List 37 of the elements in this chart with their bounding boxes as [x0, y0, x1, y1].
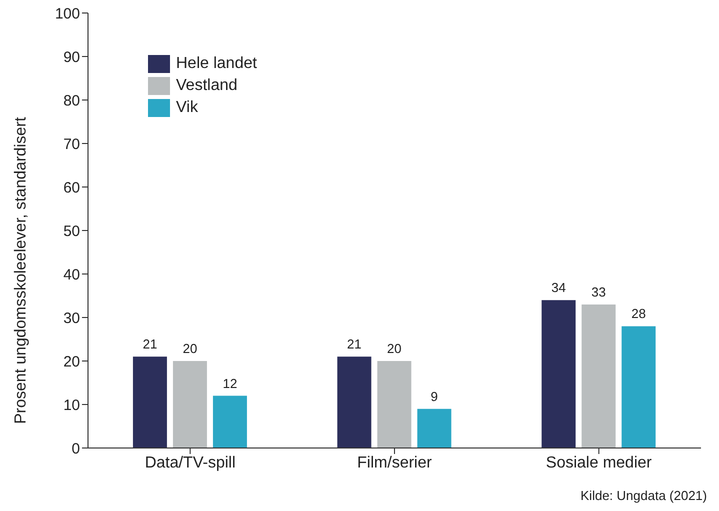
- y-tick-label: 100: [54, 5, 80, 22]
- bar: [582, 304, 616, 448]
- data-label: 9: [430, 388, 438, 404]
- bar: [542, 300, 576, 448]
- data-label: 20: [182, 341, 198, 356]
- data-label: 12: [222, 376, 238, 391]
- bar: [337, 356, 372, 448]
- data-label: 20: [387, 341, 402, 356]
- legend-label: Vestland: [176, 77, 238, 95]
- y-tick-label: 30: [63, 310, 80, 327]
- bar: [172, 361, 207, 448]
- y-tick-label: 70: [63, 136, 80, 153]
- y-tick-label: 0: [72, 440, 80, 458]
- data-label: 21: [347, 336, 362, 352]
- bar: [132, 356, 167, 448]
- y-tick-label: 90: [63, 48, 80, 66]
- y-tick-label: 50: [63, 222, 80, 240]
- legend-label: Hele landet: [176, 55, 257, 73]
- y-axis-title: Prosent ungdomsskoleelever, standardisert: [12, 116, 30, 424]
- x-tick-label: Data/TV-spill: [144, 454, 236, 472]
- data-label: 28: [631, 306, 646, 322]
- data-label: 34: [551, 280, 566, 296]
- y-tick-label: 10: [63, 396, 80, 414]
- text: Kilde: Ungdata (2021): [580, 488, 707, 503]
- y-tick-label: 60: [63, 179, 80, 196]
- y-tick-label: 80: [63, 92, 80, 110]
- x-tick-label: Sosiale medier: [546, 454, 652, 472]
- bar: [212, 396, 247, 448]
- x-tick-label: Film/serier: [357, 454, 432, 472]
- data-label: 33: [591, 284, 606, 300]
- bar: [417, 408, 452, 448]
- bar: [377, 361, 412, 448]
- y-tick-label: 20: [63, 353, 80, 370]
- data-label: 21: [142, 336, 158, 352]
- bar: [622, 326, 656, 448]
- legend-label: Vik: [176, 99, 198, 117]
- y-tick-label: 40: [63, 266, 80, 284]
